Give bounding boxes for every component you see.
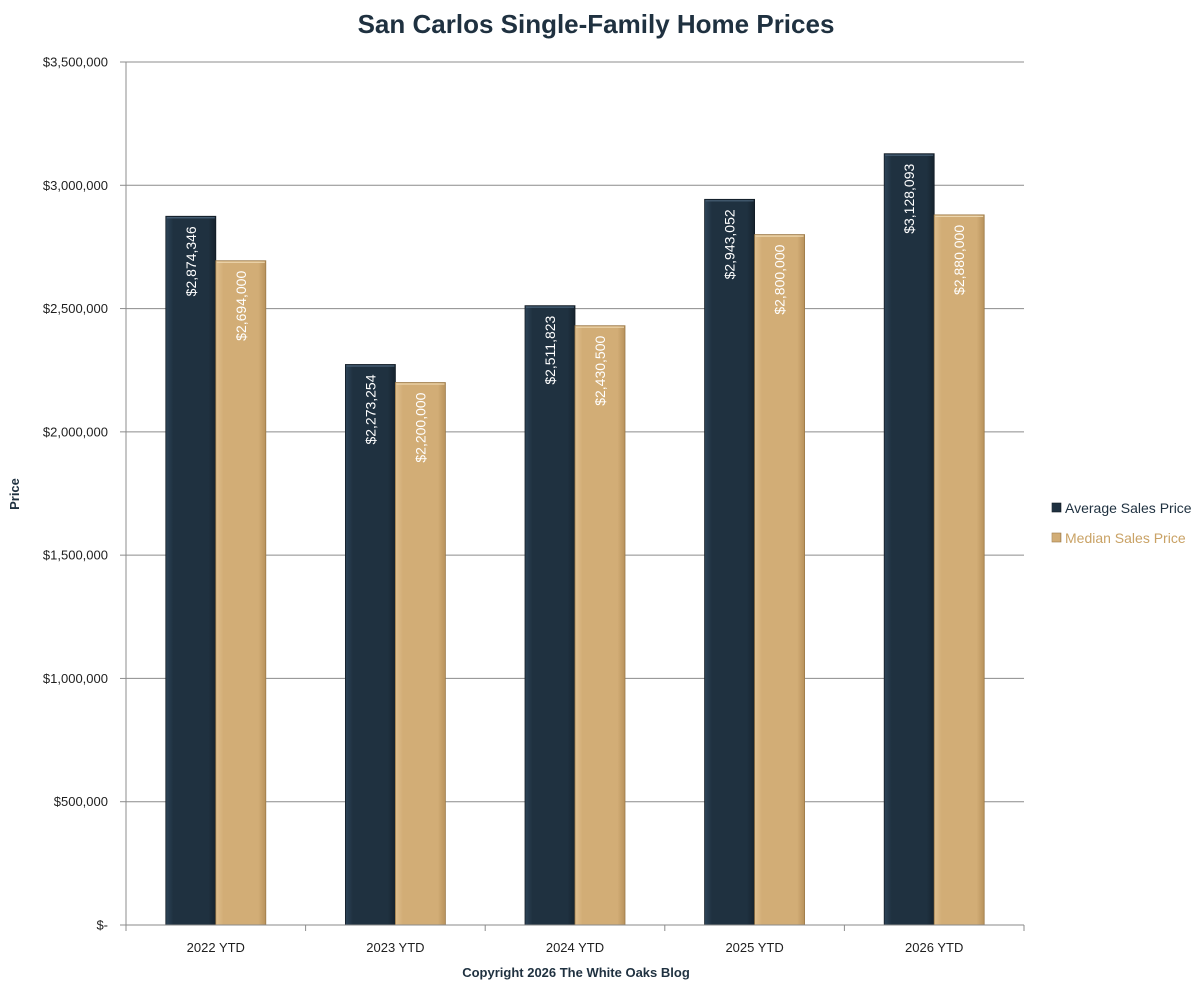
bar-average [704,198,755,926]
y-tick-label: $2,000,000 [43,424,108,439]
chart-title: San Carlos Single-Family Home Prices [358,9,835,39]
legend-swatch-median [1051,532,1062,543]
legend-label-average: Average Sales Price [1065,500,1192,516]
x-tick-label: 2025 YTD [725,940,783,955]
bar-median [574,325,626,926]
bars [165,153,985,926]
data-label-median: $2,880,000 [951,225,967,295]
data-label-average: $2,511,823 [542,315,558,384]
y-tick-label: $500,000 [54,794,108,809]
bar-median [394,382,446,926]
bar-average [165,215,217,926]
x-axis: 2022 YTD 2023 YTD 2024 YTD 2025 YTD 2026 YTD [125,924,1025,955]
data-label-median: $2,800,000 [772,244,788,314]
y-tick-label: $1,500,000 [43,548,108,563]
y-tick-label: $2,500,000 [43,301,108,316]
y-tick-label: $- [96,918,108,933]
data-label-average: $3,128,093 [901,163,917,233]
bar-average [883,153,935,926]
data-label-median: $2,200,000 [412,392,428,462]
legend: Average Sales Price Median Sales Price [1051,500,1192,546]
bar-median [754,234,805,926]
y-tick-label: $3,000,000 [43,178,108,193]
bar-average [344,364,396,926]
y-tick-label: $3,500,000 [43,55,108,70]
x-axis-title: Copyright 2026 The White Oaks Blog [462,965,690,980]
data-labels: $2,874,346 $2,694,000 $2,273,254 $2,200,000… [183,163,967,462]
x-tick-label: 2022 YTD [187,940,245,955]
x-tick-label: 2026 YTD [905,940,963,955]
legend-swatch-average [1051,502,1062,513]
data-label-average: $2,874,346 [183,226,199,296]
data-label-median: $2,430,500 [592,336,608,406]
x-tick-label: 2024 YTD [546,940,604,955]
x-tick-label: 2023 YTD [366,940,424,955]
bar-median [215,260,267,926]
legend-label-median: Median Sales Price [1065,530,1186,546]
bar-median [933,214,985,926]
data-label-median: $2,694,000 [233,271,249,341]
y-tick-label: $1,000,000 [43,671,108,686]
legend-item-median: Median Sales Price [1051,530,1186,546]
data-label-average: $2,273,254 [362,374,378,444]
y-axis: $- $500,000 $1,000,000 $1,500,000 $2,000,000… [43,55,127,933]
legend-item-average: Average Sales Price [1051,500,1192,516]
data-label-average: $2,943,052 [722,209,738,279]
bar-average [524,305,576,926]
y-axis-title: Price [7,478,22,510]
